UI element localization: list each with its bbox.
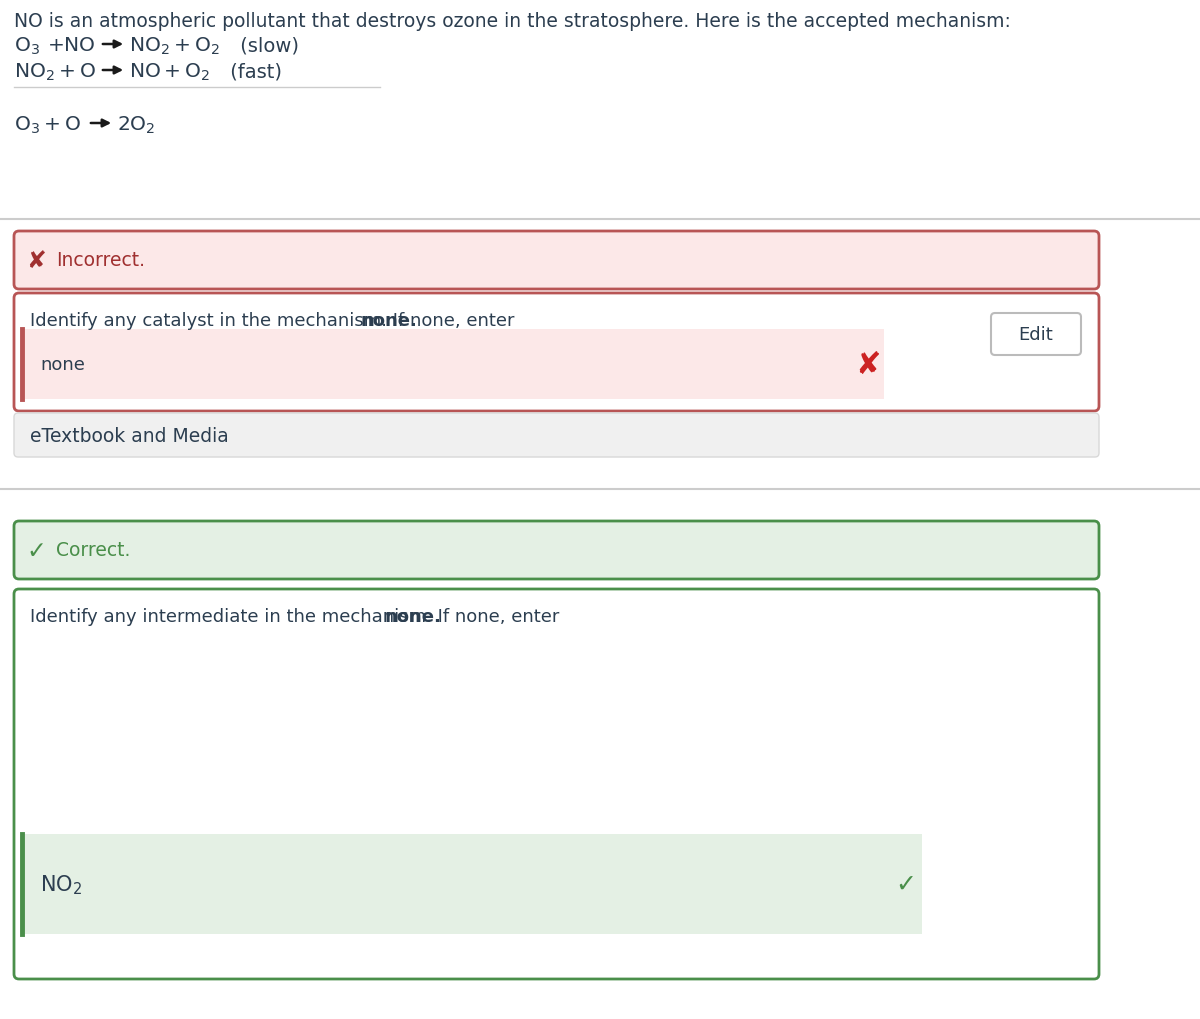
Text: none.: none. xyxy=(360,312,416,330)
Text: $\mathregular{NO_2 + O_2}$: $\mathregular{NO_2 + O_2}$ xyxy=(130,36,220,57)
Bar xyxy=(0,0,1200,220)
Text: none: none xyxy=(40,356,85,374)
FancyBboxPatch shape xyxy=(991,314,1081,356)
FancyBboxPatch shape xyxy=(14,414,1099,458)
Bar xyxy=(0,220,1200,420)
FancyBboxPatch shape xyxy=(14,231,1099,289)
Bar xyxy=(22,330,884,399)
Text: $\mathregular{O_3 + O}$: $\mathregular{O_3 + O}$ xyxy=(14,115,82,137)
Text: Incorrect.: Incorrect. xyxy=(56,252,145,270)
Text: $\mathregular{O_3}$: $\mathregular{O_3}$ xyxy=(14,36,40,57)
Text: $\mathregular{NO_2 + O}$: $\mathregular{NO_2 + O}$ xyxy=(14,62,96,84)
Bar xyxy=(0,489,1200,1019)
Text: none.: none. xyxy=(384,607,440,626)
Text: (slow): (slow) xyxy=(234,36,299,55)
Bar xyxy=(22,835,922,934)
Text: $\mathregular{NO_2}$: $\mathregular{NO_2}$ xyxy=(40,872,82,896)
Text: NO is an atmospheric pollutant that destroys ozone in the stratosphere. Here is : NO is an atmospheric pollutant that dest… xyxy=(14,12,1010,31)
Text: $\mathregular{2O_2}$: $\mathregular{2O_2}$ xyxy=(118,115,155,137)
FancyBboxPatch shape xyxy=(14,522,1099,580)
Text: ✘: ✘ xyxy=(856,351,881,379)
Text: $\mathregular{NO + O_2}$: $\mathregular{NO + O_2}$ xyxy=(130,62,210,84)
Text: Identify any catalyst in the mechanism. If none, enter: Identify any catalyst in the mechanism. … xyxy=(30,312,521,330)
Text: Identify any intermediate in the mechanism. If none, enter: Identify any intermediate in the mechani… xyxy=(30,607,565,626)
Text: (fast): (fast) xyxy=(224,62,282,81)
Text: $\mathregular{+ NO}$: $\mathregular{+ NO}$ xyxy=(47,36,96,55)
Text: Edit: Edit xyxy=(1019,326,1054,343)
FancyBboxPatch shape xyxy=(14,293,1099,412)
Text: ✘: ✘ xyxy=(26,249,46,273)
Text: eTextbook and Media: eTextbook and Media xyxy=(30,426,229,445)
Text: ✓: ✓ xyxy=(26,538,46,562)
Text: Correct.: Correct. xyxy=(56,541,131,560)
Text: ✓: ✓ xyxy=(895,872,917,896)
FancyBboxPatch shape xyxy=(14,589,1099,979)
